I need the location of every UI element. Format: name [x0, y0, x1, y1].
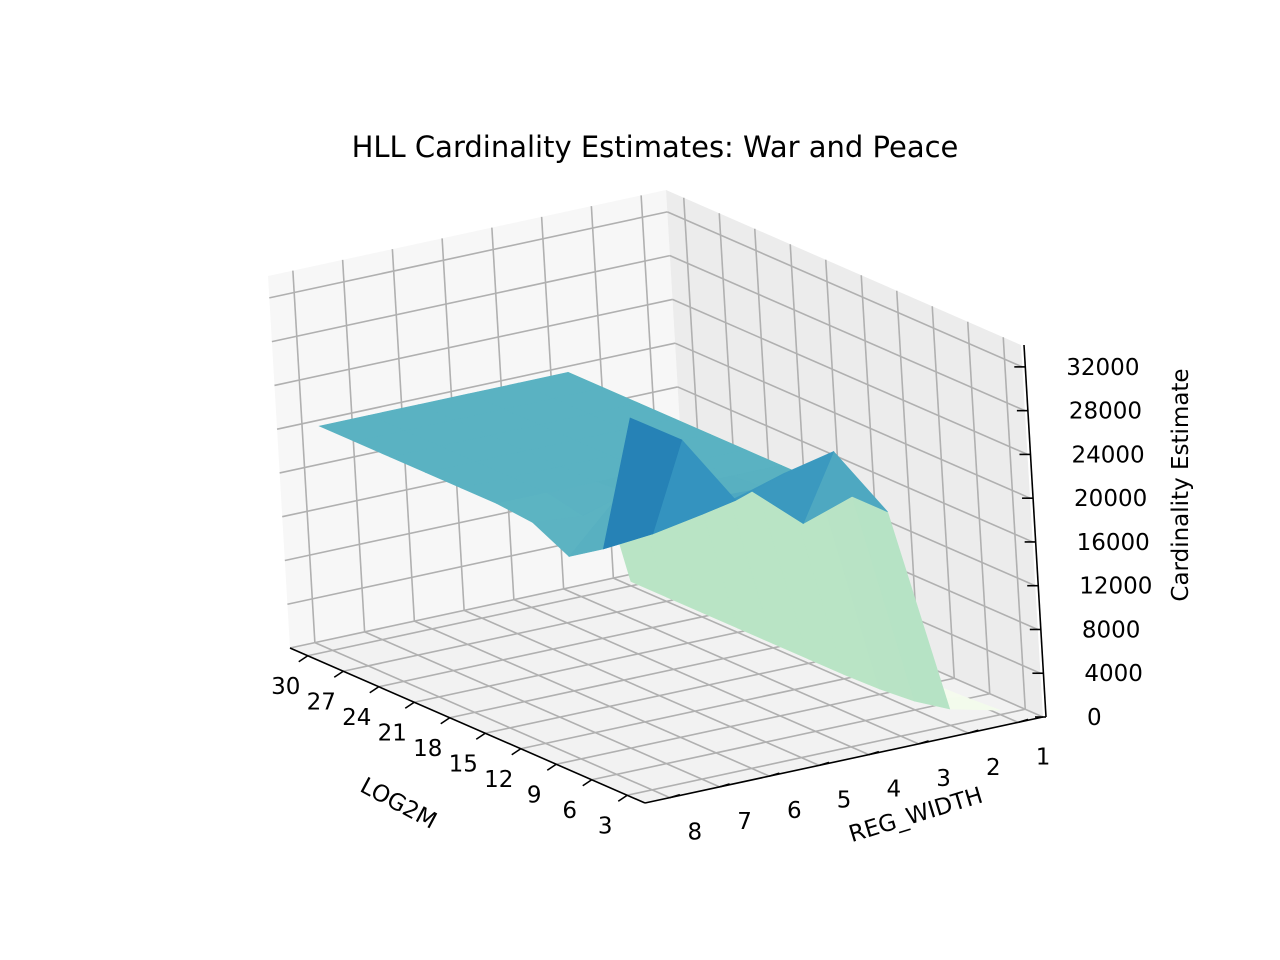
x-tick-mark	[333, 670, 344, 678]
x-tick-mark	[404, 701, 415, 709]
x-axis-line	[289, 647, 646, 804]
grid-line	[674, 342, 1031, 499]
y-tick-label: 6	[787, 798, 802, 824]
y-tick-label: 2	[986, 755, 1001, 781]
grid-line	[414, 620, 770, 777]
grid-line	[563, 588, 919, 745]
z-tick-label: 4000	[1084, 661, 1143, 687]
z-tick-label: 8000	[1082, 617, 1141, 643]
z-tick-label: 0	[1087, 705, 1102, 731]
x-tick-label: 27	[307, 689, 336, 715]
y-tick-label: 1	[1036, 744, 1051, 770]
grid-line	[276, 342, 676, 430]
y-tick-label: 3	[936, 766, 951, 792]
x-tick-label: 24	[342, 705, 371, 731]
grid-line	[966, 321, 991, 694]
y-tick-mark	[669, 793, 681, 799]
z-tick-label: 16000	[1077, 530, 1150, 556]
y-tick-mark	[968, 729, 979, 734]
grid-line	[513, 598, 870, 756]
x-tick-label: 15	[449, 751, 478, 777]
y-tick-label: 8	[688, 820, 703, 846]
x-tick-label: 3	[598, 813, 613, 839]
grid-line	[314, 641, 671, 799]
z-axis-label: Cardinality Estimate	[1168, 368, 1194, 601]
y-tick-mark	[769, 772, 780, 777]
y-axis-label: REG_WIDTH	[846, 783, 986, 848]
x-tick-mark	[617, 794, 628, 802]
floor-pane	[290, 562, 1043, 803]
x-tick-label: 30	[271, 674, 300, 700]
grid-line	[463, 609, 820, 767]
z-tick-label: 20000	[1074, 486, 1147, 512]
surface-facet	[602, 417, 683, 550]
x-tick-label: 12	[484, 767, 513, 793]
grid-line	[341, 259, 366, 632]
z-tick-label: 28000	[1069, 399, 1142, 425]
y-tick-mark	[818, 761, 830, 767]
grid-line	[591, 692, 990, 781]
grid-line	[931, 306, 956, 679]
grid-line	[669, 254, 1026, 412]
x-tick-label: 9	[527, 782, 542, 808]
grid-line	[666, 211, 1023, 368]
x-tick-mark	[369, 686, 380, 694]
y-tick-mark	[918, 740, 929, 745]
grid-line	[677, 386, 1033, 543]
x-tick-mark	[546, 763, 557, 771]
surface-mesh	[318, 371, 1001, 711]
x-tick-mark	[440, 717, 451, 725]
grid-line	[292, 270, 316, 643]
x-tick-mark	[511, 748, 522, 756]
grid-line	[672, 298, 1028, 456]
grid-line	[269, 211, 668, 299]
grid-line	[364, 631, 720, 788]
grid-line	[289, 561, 689, 649]
z-axis-line	[1023, 344, 1047, 718]
y-tick-mark	[1017, 718, 1029, 724]
z-tick-label: 12000	[1079, 574, 1152, 600]
x-tick-mark	[298, 655, 309, 663]
grid-line	[274, 298, 673, 387]
y-tick-mark	[719, 783, 730, 788]
grid-line	[1002, 337, 1027, 710]
x-axis-label: LOG2M	[356, 773, 441, 835]
x-tick-mark	[582, 779, 593, 787]
grid-line	[556, 677, 955, 766]
y-tick-label: 7	[737, 809, 752, 835]
chart-title: HLL Cardinality Estimates: War and Peace	[352, 130, 959, 164]
x-tick-label: 18	[413, 736, 442, 762]
x-tick-label: 21	[378, 720, 407, 746]
x-tick-mark	[475, 732, 486, 740]
grid-line	[627, 708, 1026, 797]
z-tick-label: 32000	[1066, 355, 1139, 381]
z-tick-label: 24000	[1071, 442, 1144, 468]
grid-line	[613, 577, 969, 734]
y-tick-mark	[868, 750, 880, 756]
grid-line	[271, 254, 671, 343]
y-tick-label: 5	[837, 787, 852, 813]
x-tick-label: 6	[562, 798, 577, 824]
y-tick-label: 4	[887, 777, 902, 803]
